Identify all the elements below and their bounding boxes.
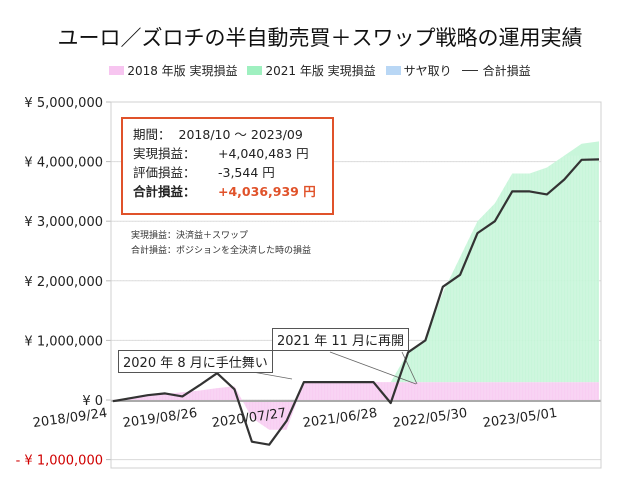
legend-line-icon <box>461 70 478 71</box>
annotation-2020-close: 2020 年 8 月に手仕舞い <box>118 350 273 373</box>
period-row: 期間： 2018/10 ～ 2023/09 <box>133 127 303 142</box>
x-tick-label: 2019/08/26 <box>122 406 198 431</box>
y-tick-label: ¥ 2,000,000 <box>24 275 103 290</box>
total-value: +4,036,939 円 <box>218 184 316 199</box>
legend-label: 合計損益 <box>482 64 531 78</box>
legend-swatch-green <box>247 66 263 75</box>
note-total: 合計損益：ポジションを全決済した時の損益 <box>131 246 312 256</box>
legend-label: 2018 年版 実現損益 <box>127 64 238 78</box>
x-tick-label: 2022/05/30 <box>392 406 468 431</box>
area-series <box>111 141 601 436</box>
legend-item-2021[interactable]: 2021 年版 実現損益 <box>247 62 376 79</box>
x-tick-label: 2018/09/24 <box>32 406 108 431</box>
chart-legend: 2018 年版 実現損益 2021 年版 実現損益 サヤ取り 合計損益 <box>0 62 640 79</box>
y-tick-label: ¥ 1,000,000 <box>24 334 103 349</box>
unrealized-row: 評価損益： -3,544 円 <box>133 165 275 180</box>
summary-box: 期間： 2018/10 ～ 2023/09 実現損益： +4,040,483 円 評… <box>121 117 334 215</box>
y-tick-label: - ¥ 1,000,000 <box>16 454 103 469</box>
y-tick-label: ¥ 3,000,000 <box>24 215 103 230</box>
y-tick-label: ¥ 4,000,000 <box>24 156 103 171</box>
legend-label: 2021 年版 実現損益 <box>265 64 376 78</box>
legend-label: サヤ取り <box>403 64 452 78</box>
legend-swatch-pink <box>109 66 125 75</box>
y-axis: ¥ 5,000,000 ¥ 4,000,000 ¥ 3,000,000 ¥ 2,000… <box>16 96 111 469</box>
area-2021 <box>113 141 599 400</box>
total-row: 合計損益： +4,036,939 円 <box>133 184 316 199</box>
plot-frame <box>110 101 602 469</box>
realized-row: 実現損益： +4,040,483 円 <box>133 146 309 161</box>
legend-item-total[interactable]: 合計損益 <box>461 62 531 79</box>
legend-item-saya[interactable]: サヤ取り <box>385 62 452 79</box>
annotation-2021-restart: 2021 年 11 月に再開 <box>272 328 410 351</box>
chart-title: ユーロ／ズロチの半自動売買＋スワップ戦略の運用実績 <box>57 26 583 50</box>
y-tick-label: ¥ 0 <box>82 394 103 409</box>
y-tick-label: ¥ 5,000,000 <box>24 96 103 111</box>
area-2018 <box>113 382 599 430</box>
footnotes: 実現損益：決済益＋スワップ 合計損益：ポジションを全決済した時の損益 <box>131 229 311 259</box>
legend-item-2018[interactable]: 2018 年版 実現損益 <box>109 62 237 79</box>
note-realized: 実現損益：決済益＋スワップ <box>131 231 249 241</box>
total-pnl-line <box>112 158 600 446</box>
legend-swatch-blue <box>385 66 401 75</box>
x-tick-label: 2021/06/28 <box>302 406 378 431</box>
x-tick-label: 2023/05/01 <box>482 406 558 431</box>
